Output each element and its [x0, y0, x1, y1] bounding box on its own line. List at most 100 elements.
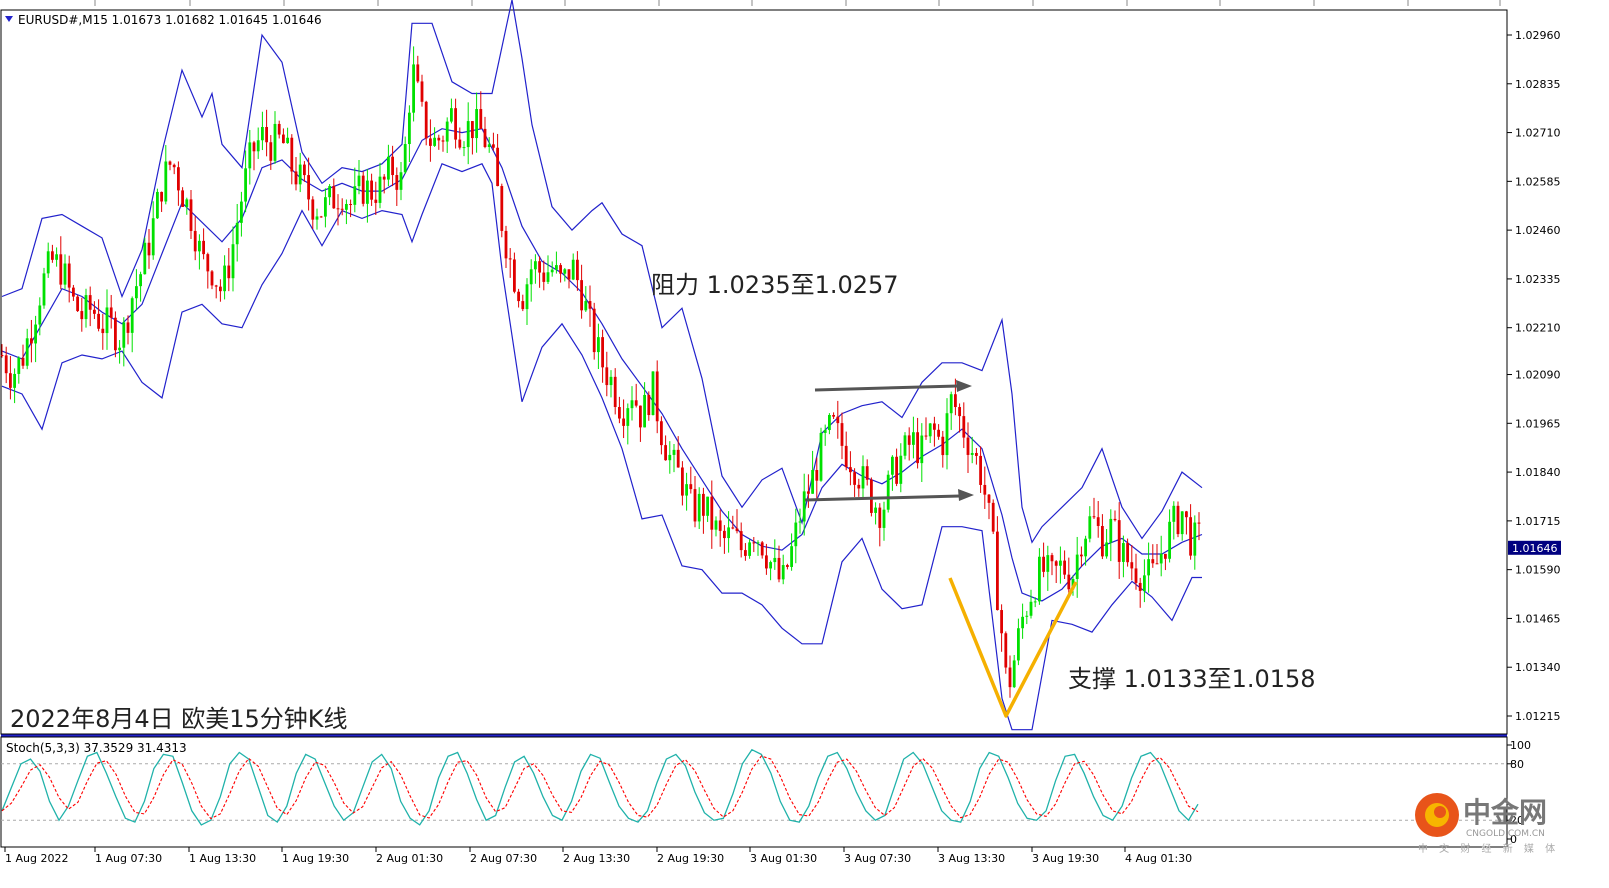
candle-body: [886, 474, 890, 510]
candle-body: [231, 244, 235, 279]
candle-body: [1075, 554, 1079, 580]
candle-body: [1159, 553, 1163, 564]
stochastic-d-line: [1, 755, 1199, 820]
candle-body: [752, 542, 756, 544]
candle-body: [114, 317, 117, 351]
stochastic-label: Stoch(5,3,3) 37.3529 31.4313: [6, 741, 187, 755]
candle-body: [324, 197, 327, 217]
brand-subtitle: 中 文 财 经 新 媒 体: [1418, 842, 1559, 855]
candle-body: [895, 456, 898, 484]
candle-body: [702, 493, 705, 516]
candle-body: [794, 522, 798, 547]
candle-body: [521, 301, 525, 310]
chart-menu-triangle-icon[interactable]: [5, 16, 13, 22]
candle-body: [903, 435, 907, 456]
candle-body: [4, 355, 8, 374]
candle-body: [168, 161, 172, 165]
candle-body: [874, 507, 877, 513]
candle-body: [681, 467, 684, 496]
candle-body: [907, 435, 911, 445]
candle-body: [433, 137, 436, 146]
candle-body: [143, 242, 147, 275]
candle-body: [1126, 543, 1129, 563]
candle-body: [437, 137, 441, 141]
candle-body: [962, 416, 966, 438]
candle-body: [697, 493, 701, 522]
candle-body: [88, 295, 92, 310]
candle-body: [744, 550, 747, 556]
candle-body: [261, 126, 264, 141]
candle-body: [13, 373, 16, 388]
candle-body: [605, 367, 609, 386]
candle-body: [727, 527, 730, 539]
time-tick-label: 2 Aug 13:30: [563, 852, 630, 865]
candle-body: [710, 496, 714, 530]
candle-body: [1017, 628, 1020, 661]
candle-body: [529, 269, 533, 285]
candle-body: [315, 216, 319, 220]
candle-body: [219, 286, 222, 292]
time-tick-label: 2 Aug 07:30: [470, 852, 537, 865]
candle-body: [811, 469, 814, 494]
candle-body: [802, 491, 806, 522]
candle-body: [399, 172, 403, 190]
candle-body: [723, 530, 726, 539]
candle-body: [198, 240, 201, 252]
candle-body: [1096, 517, 1100, 527]
candle-body: [878, 507, 882, 528]
candle-body: [987, 494, 991, 503]
candle-body: [1197, 522, 1201, 524]
price-axis: 1.02960 1.02835 1.02710 1.02585 1.02460 1.023…: [1507, 29, 1561, 723]
candle-body: [1029, 601, 1033, 616]
candle-body: [135, 286, 138, 299]
candle-body: [282, 134, 285, 144]
candle-body: [601, 337, 604, 368]
candle-body: [269, 142, 273, 161]
price-tick-label: 1.02210: [1515, 322, 1561, 335]
candle-body: [416, 64, 420, 82]
candle-body: [664, 445, 667, 461]
candle-body: [63, 263, 67, 285]
candle-body: [1012, 660, 1016, 688]
price-tick-label: 1.02090: [1515, 369, 1561, 382]
candle-body: [912, 432, 915, 445]
candle-body: [937, 429, 940, 437]
candle-body: [328, 186, 331, 198]
candle-body: [1185, 511, 1188, 518]
candle-body: [466, 121, 470, 148]
main-chart-frame: [0, 9, 1508, 735]
candle-body: [374, 199, 378, 203]
candle-body: [307, 175, 310, 200]
candle-body: [983, 484, 987, 495]
candle-body: [928, 423, 932, 437]
candle-body: [1042, 556, 1045, 572]
candle-body: [164, 161, 168, 202]
candle-body: [1084, 538, 1087, 557]
candle-body: [748, 542, 751, 556]
chart-caption: 2022年8月4日 欧美15分钟K线: [10, 705, 348, 733]
candle-body: [815, 469, 819, 481]
candle-body: [781, 565, 785, 580]
candle-body: [202, 240, 205, 255]
candle-body: [265, 126, 268, 143]
candle-body: [1004, 633, 1008, 668]
candle-body: [916, 432, 919, 464]
current-price-marker: 1.01646: [1508, 540, 1561, 555]
candle-body: [563, 269, 567, 274]
candle-body: [147, 242, 151, 256]
candle-body: [618, 407, 621, 419]
candle-body: [739, 531, 743, 551]
stochastic-levels: [1, 763, 1507, 821]
candle-body: [298, 164, 302, 185]
candle-body: [790, 546, 793, 567]
candle-body: [718, 520, 722, 531]
candle-body: [479, 109, 483, 129]
candle-body: [832, 414, 835, 417]
support-v-line: [948, 577, 1078, 718]
candle-body: [798, 521, 802, 523]
candle-body: [248, 142, 252, 169]
candle-body: [286, 137, 289, 144]
candle-body: [17, 357, 21, 374]
candle-body: [550, 269, 554, 273]
